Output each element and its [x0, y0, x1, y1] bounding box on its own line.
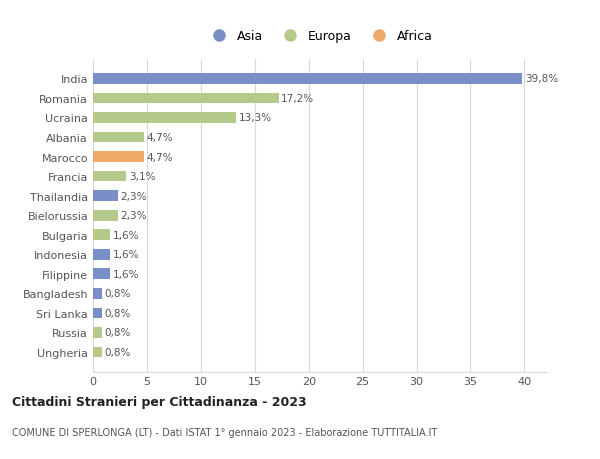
Text: 13,3%: 13,3% [239, 113, 272, 123]
Text: 1,6%: 1,6% [113, 250, 139, 260]
Bar [93, 74, 522, 84]
Text: 4,7%: 4,7% [146, 152, 173, 162]
Text: Cittadini Stranieri per Cittadinanza - 2023: Cittadini Stranieri per Cittadinanza - 2… [12, 395, 307, 408]
Text: COMUNE DI SPERLONGA (LT) - Dati ISTAT 1° gennaio 2023 - Elaborazione TUTTITALIA.: COMUNE DI SPERLONGA (LT) - Dati ISTAT 1°… [12, 427, 437, 437]
Legend: Asia, Europa, Africa: Asia, Europa, Africa [202, 25, 437, 48]
Bar [93, 113, 236, 123]
Text: 3,1%: 3,1% [129, 172, 155, 182]
Text: 1,6%: 1,6% [113, 230, 139, 240]
Bar [93, 249, 110, 260]
Bar [93, 327, 101, 338]
Bar [93, 347, 101, 358]
Bar [93, 191, 118, 202]
Text: 0,8%: 0,8% [104, 289, 131, 299]
Text: 17,2%: 17,2% [281, 94, 314, 104]
Bar [93, 132, 143, 143]
Bar [93, 308, 101, 319]
Bar [93, 93, 278, 104]
Text: 39,8%: 39,8% [525, 74, 558, 84]
Bar [93, 152, 143, 162]
Text: 4,7%: 4,7% [146, 133, 173, 143]
Text: 0,8%: 0,8% [104, 347, 131, 357]
Text: 1,6%: 1,6% [113, 269, 139, 279]
Bar [93, 171, 127, 182]
Text: 0,8%: 0,8% [104, 328, 131, 338]
Text: 2,3%: 2,3% [121, 191, 147, 201]
Bar [93, 269, 110, 280]
Bar [93, 230, 110, 241]
Bar [93, 210, 118, 221]
Text: 2,3%: 2,3% [121, 211, 147, 221]
Bar [93, 288, 101, 299]
Text: 0,8%: 0,8% [104, 308, 131, 318]
